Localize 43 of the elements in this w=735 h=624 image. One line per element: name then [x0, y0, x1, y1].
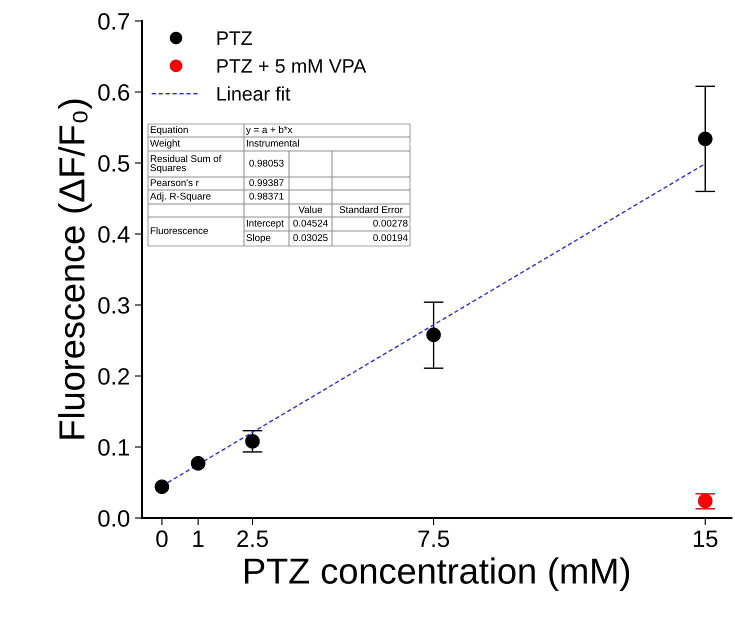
annotation: Instrumental: [246, 139, 299, 147]
y-tick-label: 0.7: [98, 13, 130, 30]
y-tick-label: 0.5: [98, 155, 130, 172]
annotation: y = a + b*x: [246, 126, 292, 136]
x-tick-label: 1: [193, 530, 204, 547]
y-tick-label: 0.0: [98, 510, 130, 527]
annotation: 0.98371: [249, 192, 284, 200]
annotation: Slope: [246, 234, 270, 244]
x-axis-title: PTZ concentration (mM): [244, 557, 630, 592]
annotation: 0.98053: [249, 160, 284, 167]
legend-label: Linear fit: [217, 86, 290, 101]
annotation: 0.00194: [373, 234, 408, 242]
point: [245, 434, 260, 449]
annotation: Residual Sum of Squares: [150, 154, 222, 174]
annotation: Pearson's r: [150, 179, 199, 186]
point: [190, 456, 206, 471]
point: [154, 479, 170, 494]
annotation: Adj. R-Square: [150, 192, 211, 202]
annotation: Standard Error: [340, 206, 403, 214]
y-tick-label: 0.1: [98, 439, 130, 456]
annotation: 0.03025: [293, 234, 328, 242]
x-tick-label: 7.5: [418, 530, 450, 548]
annotation: 0.00278: [373, 220, 408, 227]
y-tick-label: 0.3: [98, 297, 130, 314]
legend-label: PTZ: [217, 31, 252, 45]
annotation: Fluorescence: [150, 226, 208, 234]
x-tick-label: 2.5: [237, 530, 268, 548]
legend-label: PTZ + 5 mM VPA: [217, 59, 366, 73]
point: [426, 328, 441, 342]
x-tick-label: 15: [694, 530, 718, 548]
point: [698, 132, 713, 146]
y-axis-title: Fluorescence (ΔF/F₀): [58, 100, 92, 439]
annotation: Equation: [150, 126, 188, 136]
point: [698, 494, 713, 508]
y-tick-label: 0.2: [98, 368, 130, 385]
annotation: 0.99387: [249, 179, 284, 186]
x-tick-label: 0: [156, 530, 168, 548]
y-tick-label: 0.4: [98, 226, 130, 243]
annotation: Value: [298, 206, 322, 214]
annotation: 0.04524: [293, 220, 328, 227]
annotation: Weight: [150, 139, 180, 149]
y-tick-label: 0.6: [98, 84, 130, 101]
annotation: Intercept: [246, 220, 284, 229]
